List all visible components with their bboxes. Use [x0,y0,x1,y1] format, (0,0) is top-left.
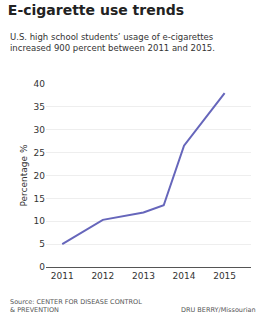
svg-text:25: 25 [34,148,45,158]
svg-text:2012: 2012 [91,271,114,281]
svg-text:5: 5 [39,239,45,249]
svg-text:35: 35 [34,102,45,112]
svg-text:2013: 2013 [132,271,155,281]
svg-text:DRU BERRY/Missourian: DRU BERRY/Missourian [181,306,256,314]
svg-text:40: 40 [34,79,46,89]
svg-text:E-cigarette use trends: E-cigarette use trends [8,2,184,18]
svg-text:Percentage %: Percentage % [19,144,29,206]
svg-text:30: 30 [34,125,46,135]
svg-text:10: 10 [34,216,46,226]
svg-text:2014: 2014 [173,271,196,281]
svg-text:2015: 2015 [213,271,236,281]
svg-text:Source: CENTER FOR DISEASE CON: Source: CENTER FOR DISEASE CONTROL& PREV… [10,298,142,314]
svg-text:2011: 2011 [51,271,74,281]
svg-text:20: 20 [34,171,46,181]
svg-text:15: 15 [34,194,45,204]
svg-text:0: 0 [39,262,45,272]
svg-text:U.S. high school students’ usa: U.S. high school students’ usage of e-ci… [10,32,215,53]
